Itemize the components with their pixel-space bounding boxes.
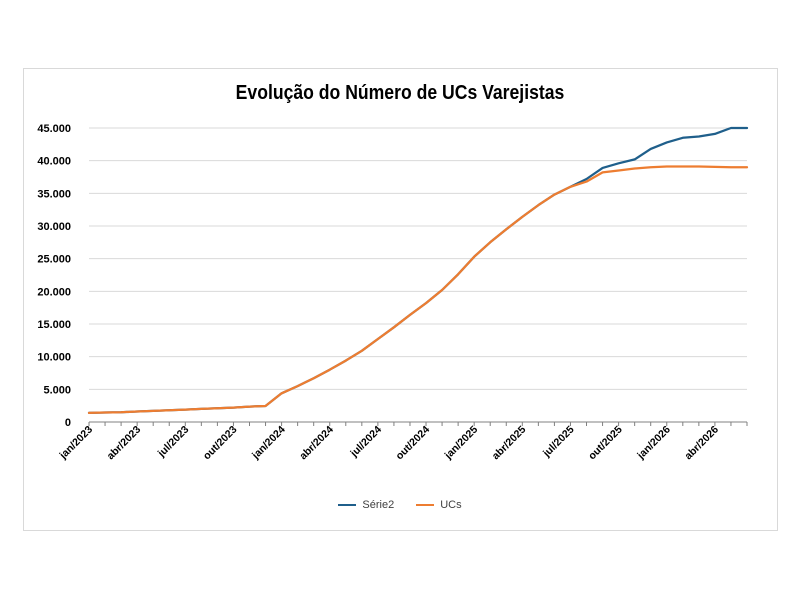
y-tick-label: 45.000	[37, 123, 71, 135]
y-tick-label: 0	[65, 417, 71, 429]
legend-item-ucs: UCs	[416, 499, 462, 511]
legend: Série2 UCs	[0, 499, 800, 511]
x-tick-label: out/2025	[586, 424, 625, 463]
x-tick-label: jan/2026	[634, 424, 673, 463]
x-tick-label: jan/2023	[57, 424, 96, 463]
y-tick-label: 25.000	[37, 254, 71, 266]
x-tick-label: abr/2024	[297, 424, 336, 463]
y-tick-label: 20.000	[37, 286, 71, 298]
y-tick-label: 15.000	[37, 319, 71, 331]
x-tick-label: out/2024	[394, 424, 433, 463]
legend-label-ucs: UCs	[440, 499, 462, 511]
x-tick-label: jul/2025	[540, 424, 577, 461]
x-tick-label: abr/2023	[105, 424, 144, 463]
x-tick-label: jan/2024	[249, 424, 288, 463]
legend-swatch-serie2	[338, 503, 357, 507]
legend-item-serie2: Série2	[338, 499, 394, 511]
legend-label-serie2: Série2	[362, 499, 395, 511]
x-tick-label: jul/2024	[348, 424, 385, 461]
chart-title: Evolução do Número de UCs Varejistas	[235, 82, 565, 104]
x-tick-label: jul/2023	[155, 424, 192, 461]
y-tick-label: 40.000	[37, 156, 71, 168]
y-tick-label: 5.000	[43, 384, 71, 396]
x-tick-label: abr/2025	[490, 424, 529, 463]
legend-swatch-ucs	[416, 503, 435, 507]
x-tick-label: abr/2026	[682, 424, 721, 463]
y-tick-label: 35.000	[37, 188, 71, 200]
chart-frame	[23, 68, 778, 531]
series-layer	[87, 126, 749, 415]
series-line-serie2	[87, 126, 749, 415]
x-tick-label: jan/2025	[442, 424, 481, 463]
axis-layer	[88, 421, 748, 426]
grid-layer	[89, 127, 747, 390]
series-line-ucs	[87, 165, 749, 415]
y-tick-label: 10.000	[37, 352, 71, 364]
x-tick-label: out/2023	[201, 424, 240, 463]
y-tick-label: 30.000	[37, 221, 71, 233]
